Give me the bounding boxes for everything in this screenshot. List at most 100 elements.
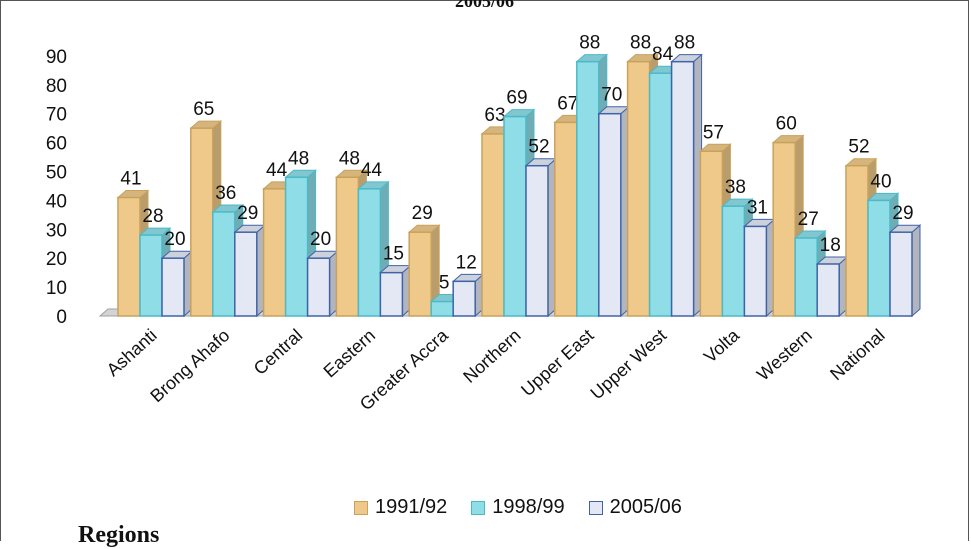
regions-axis-label: Regions (78, 522, 160, 548)
legend: 1991/92 1998/99 2005/06 (354, 496, 682, 519)
data-label: 60 (776, 114, 797, 135)
legend-label-1991-92: 1991/92 (375, 496, 448, 518)
category-label: National (826, 325, 888, 384)
bar (160, 250, 194, 318)
data-label: 52 (848, 137, 869, 158)
category-label: Ashanti (103, 325, 161, 380)
bar-front (772, 141, 796, 317)
data-label: 48 (288, 148, 309, 169)
legend-item-1991-92: 1991/92 (354, 496, 447, 519)
bar-front (306, 257, 331, 317)
data-label: 28 (142, 206, 163, 227)
y-tick-label: 60 (46, 134, 67, 155)
legend-label-2005-06: 2005/06 (609, 496, 682, 518)
bar-front (576, 60, 600, 317)
bar-front (408, 231, 432, 317)
data-label: 29 (412, 203, 433, 224)
data-label: 18 (820, 235, 841, 256)
legend-item-2005-06: 2005/06 (588, 496, 682, 519)
y-tick-label: 90 (46, 47, 67, 68)
y-tick-label: 10 (46, 278, 67, 299)
data-label: 88 (579, 33, 600, 54)
bar-front (626, 60, 651, 317)
bar (407, 224, 441, 318)
y-tick-label: 0 (56, 307, 67, 328)
bar (743, 218, 776, 318)
bar-front (889, 231, 913, 317)
category-label: Brong Ahafo (146, 325, 233, 406)
bar-front (816, 263, 840, 317)
y-tick-label: 70 (46, 105, 67, 126)
bar-front (262, 188, 287, 317)
bar (888, 224, 922, 318)
category-label: Central (250, 325, 307, 379)
bar-front (139, 234, 163, 317)
bar-front (117, 196, 141, 317)
bar-front (161, 257, 185, 317)
bar-front (452, 280, 476, 317)
bar-front (481, 133, 505, 317)
data-label: 69 (506, 88, 527, 109)
data-label: 70 (601, 85, 622, 106)
category-label: Upper East (517, 325, 597, 400)
bar (451, 273, 485, 318)
y-tick-label: 50 (46, 163, 67, 184)
legend-swatch-2005-06 (588, 500, 603, 515)
data-label: 40 (870, 171, 891, 192)
data-label: 12 (456, 252, 477, 273)
data-label: 36 (215, 183, 236, 204)
legend-item-1998-99: 1998/99 (471, 496, 565, 519)
data-label: 57 (703, 122, 724, 143)
data-label: 20 (164, 229, 185, 250)
bar-front (794, 237, 818, 317)
category-label: Eastern (320, 325, 379, 381)
data-label: 27 (798, 209, 819, 230)
data-label: 63 (484, 105, 505, 126)
legend-swatch-1998-99 (471, 500, 486, 515)
bar-front (867, 199, 891, 317)
bar-front (554, 121, 578, 317)
bar (233, 224, 267, 318)
bar-front (503, 115, 527, 317)
data-label: 52 (528, 137, 549, 158)
bar-front (721, 205, 746, 317)
data-label: 88 (630, 33, 651, 54)
data-label: 29 (237, 203, 258, 224)
bar-front (845, 164, 869, 317)
bar-front (430, 300, 454, 317)
y-tick-label: 30 (46, 220, 67, 241)
bar-front (648, 72, 673, 317)
bar (815, 255, 849, 318)
data-label: 29 (892, 203, 913, 224)
data-label: 5 (439, 273, 450, 294)
bar (597, 105, 631, 318)
y-tick-label: 40 (46, 191, 67, 212)
data-label: 44 (266, 160, 288, 181)
bar-front (190, 127, 214, 317)
bar-front (598, 112, 622, 317)
data-label: 15 (383, 244, 404, 265)
bar-front (335, 176, 360, 317)
data-label: 41 (120, 169, 141, 190)
legend-swatch-1991-92 (354, 500, 368, 515)
category-label: Upper West (587, 325, 671, 403)
bar-front (670, 60, 695, 317)
category-label: Northern (459, 325, 524, 387)
data-label: 20 (310, 229, 331, 250)
category-label: Western (753, 325, 816, 384)
bar-front (284, 176, 309, 317)
bar-front (357, 188, 382, 317)
bar (379, 264, 412, 318)
data-label: 31 (747, 197, 768, 218)
bar-chart: 0102030405060708090412820Ashanti653629Br… (46, 33, 922, 414)
bar-front (743, 225, 768, 317)
bar-front (234, 231, 258, 317)
data-label: 84 (652, 44, 674, 65)
y-tick-label: 20 (46, 249, 67, 270)
data-label: 88 (674, 33, 695, 54)
bar-front (699, 150, 724, 317)
data-label: 65 (193, 99, 214, 120)
data-label: 38 (725, 177, 746, 198)
bar-front (379, 271, 404, 317)
data-label: 48 (339, 148, 360, 169)
